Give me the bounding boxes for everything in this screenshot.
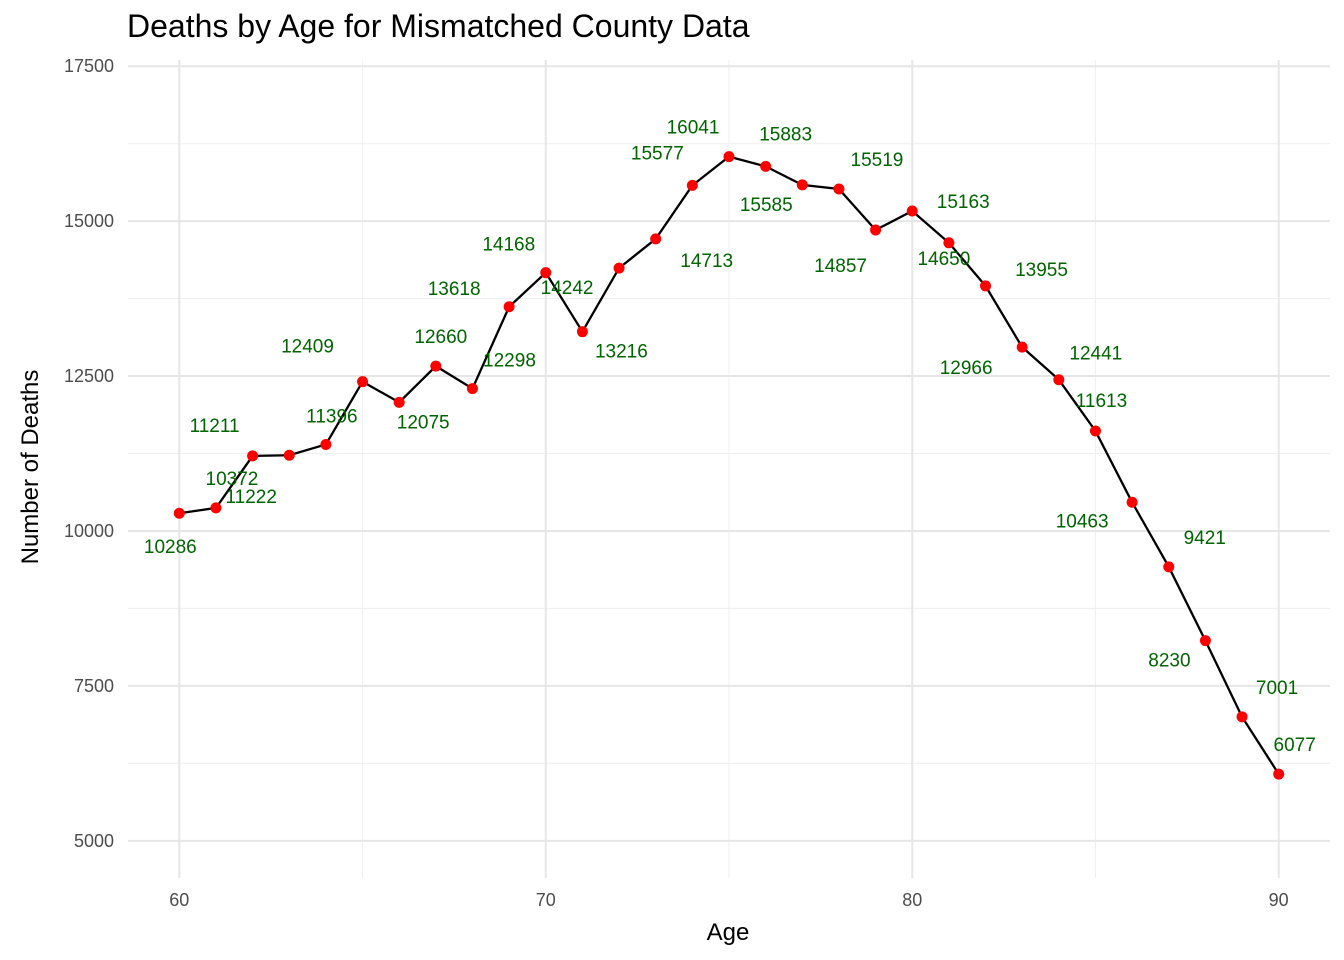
data-label: 13618 [428,279,481,300]
data-point [613,262,625,274]
y-tick-label: 15000 [64,211,114,231]
data-point [576,326,588,338]
data-point [1236,711,1248,723]
data-point [1016,341,1028,353]
data-label: 12966 [940,358,993,379]
data-label: 14242 [541,278,594,299]
data-point [283,449,295,461]
chart-title: Deaths by Age for Mismatched County Data [127,8,750,44]
data-label: 11211 [190,416,240,437]
major-gridlines [128,60,1330,878]
data-point [1163,561,1175,573]
data-label: 11396 [306,406,357,427]
data-point [320,438,332,450]
y-tick-label: 12500 [64,366,114,386]
data-point [503,301,515,313]
x-tick-label: 80 [902,890,922,910]
data-label: 12441 [1069,344,1122,365]
data-point [760,160,772,172]
data-label: 12660 [414,327,467,348]
y-tick-label: 5000 [74,831,114,851]
data-label: 10286 [144,537,197,558]
data-label: 14713 [680,251,733,272]
data-point [173,507,185,519]
data-label: 14857 [814,256,867,277]
y-axis-title: Number of Deaths [17,370,44,565]
data-label: 10463 [1056,511,1109,532]
data-point [393,396,405,408]
data-label: 15577 [631,143,684,164]
data-label: 12075 [397,412,450,433]
data-point [210,502,222,514]
data-label: 8230 [1148,651,1190,672]
data-label: 7001 [1256,678,1298,699]
data-label: 11613 [1076,391,1127,412]
data-labels: 10286 10372 11211 11222 11396 12409 12075 12660… [144,118,1316,756]
y-tick-label: 17500 [64,56,114,76]
data-point [833,183,845,195]
y-tick-label: 10000 [64,521,114,541]
data-label: 13216 [595,342,648,363]
data-points [173,151,1285,780]
data-point [540,267,552,279]
data-label: 14650 [917,249,970,270]
data-point [247,450,259,462]
data-point [1199,635,1211,647]
data-label: 16041 [667,118,720,139]
x-tick-label: 60 [169,890,189,910]
data-point [1053,374,1065,386]
data-point [1126,496,1138,508]
minor-gridlines [128,60,1330,878]
data-label: 12409 [281,337,334,358]
data-label: 15585 [740,195,793,216]
x-axis-tick-labels: 60 70 80 90 [169,890,1288,910]
data-point [357,376,369,388]
data-label: 11222 [226,487,277,508]
data-label: 15519 [851,150,904,171]
data-point [430,360,442,372]
data-point [870,224,882,236]
data-point [466,383,478,395]
data-point [686,179,698,191]
data-point [650,233,662,245]
data-point [943,237,955,249]
data-label: 12298 [483,351,536,372]
y-tick-label: 7500 [74,676,114,696]
data-label: 9421 [1184,528,1226,549]
x-tick-label: 90 [1269,890,1289,910]
y-axis-tick-labels: 5000 7500 10000 12500 15000 17500 [64,56,114,851]
x-tick-label: 70 [536,890,556,910]
data-point [723,151,735,163]
data-point [906,205,918,217]
data-point [1273,768,1285,780]
data-label: 13955 [1015,260,1068,281]
data-point [1089,425,1101,437]
data-label: 14168 [482,235,535,256]
data-label: 10372 [206,469,259,490]
data-point [796,179,808,191]
data-label: 15163 [937,192,990,213]
data-label: 15883 [759,124,812,145]
x-axis-title: Age [707,919,750,946]
data-point [980,280,992,292]
data-label: 6077 [1274,735,1316,756]
